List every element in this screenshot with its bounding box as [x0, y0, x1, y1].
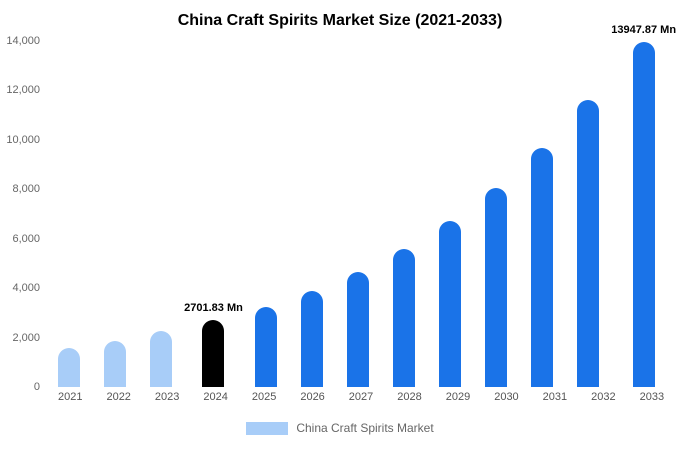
- y-axis: 0 2,000 4,000 6,000 8,000 10,000 12,000 14,000: [6, 35, 46, 393]
- x-tick-label: 2023: [154, 391, 180, 403]
- bar-column: [243, 41, 289, 387]
- x-axis: 2021 2022 2023 2024 2025 2026 2027 2028 2029 2030…: [46, 391, 676, 409]
- x-tick-label: 2032: [591, 391, 616, 403]
- bar: [58, 348, 81, 387]
- bar: [150, 331, 173, 387]
- y-tick-label: 0: [33, 381, 40, 393]
- y-tick-label: 12,000: [6, 84, 40, 97]
- bar: [202, 320, 225, 387]
- y-tick-label: 6,000: [12, 232, 40, 245]
- y-tick-label: 14,000: [6, 35, 40, 47]
- bar-column: [289, 41, 335, 387]
- y-tick-label: 2,000: [12, 331, 40, 344]
- bar-column: [46, 41, 92, 387]
- bar: [485, 187, 508, 387]
- bar-column: [473, 41, 519, 387]
- x-tick-label: 2022: [106, 391, 131, 403]
- legend-label: China Craft Spirits Market: [296, 421, 434, 435]
- bar: [531, 147, 554, 387]
- bar-value-label: 2701.83 Mn: [184, 302, 243, 315]
- x-tick-label: 2029: [445, 391, 471, 403]
- bar: [254, 306, 277, 387]
- x-tick-label: 2026: [300, 391, 325, 403]
- x-tick-label: 2024: [203, 391, 228, 403]
- x-tick-label: 2027: [348, 391, 374, 403]
- bar-column: [519, 41, 565, 387]
- x-tick-label: 2031: [542, 391, 568, 403]
- x-tick-label: 2033: [639, 391, 665, 403]
- bar: [104, 340, 127, 387]
- legend: China Craft Spirits Market: [0, 421, 680, 435]
- bar-value-label: 13947.87 Mn: [611, 24, 677, 37]
- bar-column: [381, 41, 427, 387]
- bar: [577, 99, 600, 387]
- bar: [439, 220, 462, 387]
- y-tick-label: 8,000: [12, 183, 40, 196]
- bar-column: [335, 41, 381, 387]
- bar: [632, 42, 655, 387]
- page-title: China Craft Spirits Market Size (2021-20…: [177, 12, 503, 29]
- y-tick-label: 10,000: [6, 133, 40, 146]
- bar: [346, 271, 369, 387]
- bar-column: [92, 41, 138, 387]
- x-tick-label: 2028: [397, 391, 422, 403]
- bar: [300, 290, 323, 387]
- x-tick-label: 2030: [494, 391, 519, 403]
- plot-area: 0 2,000 4,000 6,000 8,000 10,000 12,000 14,000 …: [6, 24, 676, 393]
- y-tick-label: 4,000: [12, 282, 40, 295]
- bar-column: 13947.87 Mn: [611, 24, 676, 387]
- x-tick-label: 2021: [57, 391, 83, 403]
- bar-series: 2701.83 Mn 13947.87 Mn: [46, 24, 676, 387]
- bar-column: [138, 41, 184, 387]
- bar-column: 2701.83 Mn: [184, 41, 243, 387]
- bar-column: [565, 41, 611, 387]
- x-tick-label: 2025: [251, 391, 277, 403]
- legend-swatch: [246, 421, 289, 435]
- bar: [393, 248, 415, 387]
- bar-column: [427, 41, 473, 387]
